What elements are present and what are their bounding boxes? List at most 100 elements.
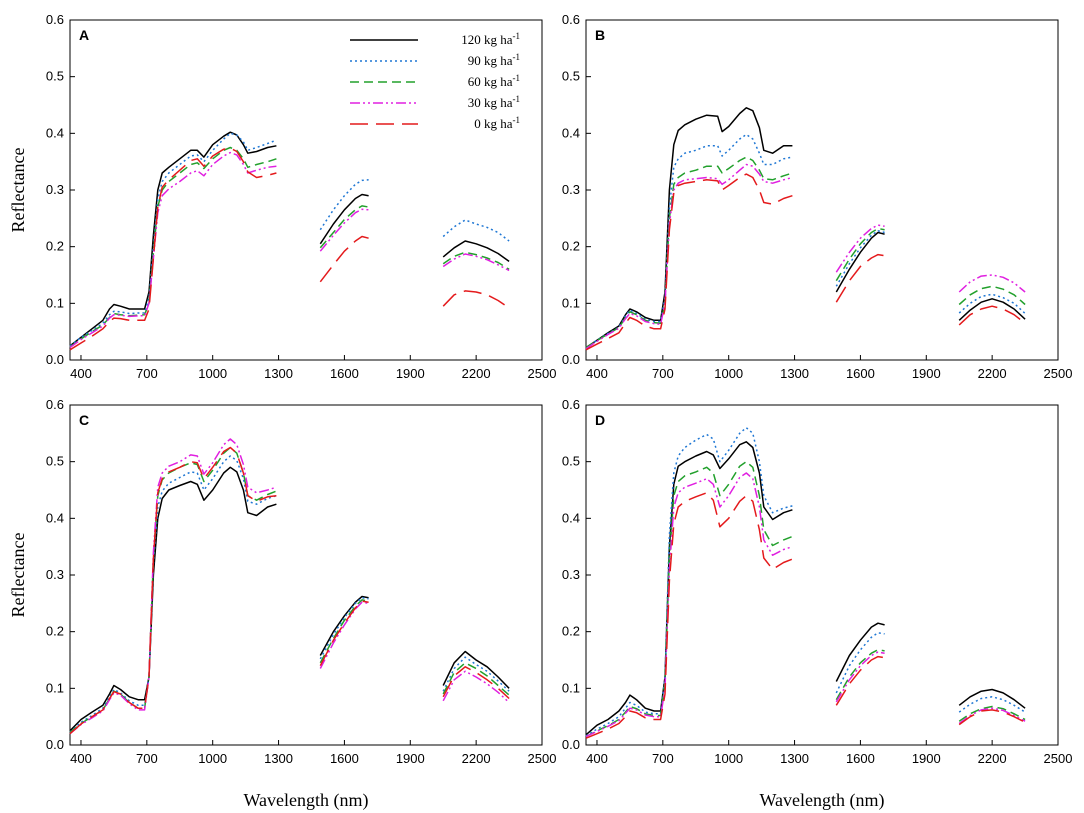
x-tick-label-a: 2500	[528, 366, 557, 381]
x-tick-label-c: 2500	[528, 751, 557, 766]
x-tick-label-a: 1300	[264, 366, 293, 381]
panel-b: 0.0 0.1 0.2 0.3 0.4 0.5 0.6 400 700 1000 1300 1600 1…	[562, 12, 1073, 381]
x-tick-label-d: 1300	[780, 751, 809, 766]
legend-label-3: 30 kg ha-1	[468, 94, 520, 110]
series-line-a-1-seg1	[319, 179, 369, 231]
legend-label-0: 120 kg ha-1	[461, 31, 520, 47]
y-tick-label-c: 0.6	[46, 397, 64, 412]
series-line-d-2-seg1	[835, 649, 885, 701]
x-axis-label-right: Wavelength (nm)	[759, 790, 884, 811]
x-tick-label-c: 400	[70, 751, 92, 766]
series-line-c-2-seg2	[442, 662, 510, 696]
series-line-a-1-seg2	[442, 219, 510, 242]
panel-label-b: B	[595, 27, 605, 43]
x-tick-label-b: 1900	[912, 366, 941, 381]
series-line-a-0-seg2	[442, 240, 510, 263]
panel-a: 0.0 0.1 0.2 0.3 0.4 0.5 0.6 400 700 1000 1300 1600 1…	[46, 12, 557, 381]
x-tick-label-b: 2200	[978, 366, 1007, 381]
series-line-b-4-seg0	[585, 173, 793, 351]
plot-frame-b	[585, 19, 1059, 361]
series-line-d-1-seg1	[835, 632, 885, 694]
series-line-b-1-seg0	[585, 133, 793, 349]
series-line-c-0-seg2	[442, 650, 510, 689]
x-tick-label-b: 400	[586, 366, 608, 381]
y-tick-label-b: 0.6	[562, 12, 580, 27]
y-tick-label-c: 0.3	[46, 567, 64, 582]
x-tick-label-b: 1000	[714, 366, 743, 381]
series-line-c-0-seg1	[319, 595, 369, 656]
series-line-b-3-seg1	[835, 224, 885, 273]
series-line-b-2-seg2	[958, 285, 1026, 306]
legend-label-2: 60 kg ha-1	[468, 73, 520, 89]
x-tick-label-c: 700	[136, 751, 158, 766]
x-tick-label-a: 2200	[462, 366, 491, 381]
series-line-a-4-seg0	[69, 147, 277, 351]
series-line-c-2-seg1	[319, 599, 369, 664]
y-tick-label-c: 0.2	[46, 624, 64, 639]
series-line-c-4-seg0	[69, 446, 277, 735]
series-line-d-0-seg1	[835, 622, 885, 682]
series-line-a-3-seg2	[442, 253, 510, 272]
x-tick-label-a: 400	[70, 366, 92, 381]
x-axis-label-left: Wavelength (nm)	[243, 790, 368, 811]
series-line-c-3-seg0	[69, 438, 277, 735]
series-line-d-4-seg2	[958, 709, 1026, 726]
y-tick-label-b: 0.0	[562, 352, 580, 367]
series-line-b-1-seg1	[835, 230, 885, 287]
panel-label-d: D	[595, 412, 605, 428]
series-line-b-0-seg0	[585, 107, 793, 349]
y-tick-label-b: 0.3	[562, 182, 580, 197]
series-line-a-0-seg0	[69, 131, 277, 347]
series-line-b-4-seg1	[835, 253, 885, 303]
x-tick-label-a: 700	[136, 366, 158, 381]
series-line-d-0-seg0	[585, 441, 793, 736]
x-tick-label-b: 700	[652, 366, 674, 381]
x-tick-label-d: 1600	[846, 751, 875, 766]
series-line-a-4-seg1	[319, 235, 369, 283]
x-tick-label-d: 700	[652, 751, 674, 766]
x-tick-label-d: 1000	[714, 751, 743, 766]
x-tick-label-d: 2200	[978, 751, 1007, 766]
series-line-b-4-seg2	[958, 305, 1026, 326]
y-axis-label-bottom: Reflectance	[8, 533, 28, 618]
y-tick-label-a: 0.1	[46, 295, 64, 310]
legend-label-1: 90 kg ha-1	[468, 52, 520, 68]
y-tick-label-d: 0.5	[562, 454, 580, 469]
series-line-b-3-seg2	[958, 274, 1026, 293]
series-line-d-4-seg0	[585, 492, 793, 739]
y-tick-label-b: 0.2	[562, 239, 580, 254]
series-line-a-3-seg1	[319, 208, 369, 252]
y-tick-label-a: 0.2	[46, 239, 64, 254]
y-tick-label-a: 0.0	[46, 352, 64, 367]
y-tick-label-a: 0.4	[46, 125, 64, 140]
x-tick-label-a: 1600	[330, 366, 359, 381]
series-line-d-2-seg2	[958, 705, 1026, 722]
x-tick-label-c: 1000	[198, 751, 227, 766]
y-tick-label-b: 0.4	[562, 125, 580, 140]
series-line-b-0-seg1	[835, 231, 885, 293]
series-line-d-3-seg0	[585, 472, 793, 738]
plot-frame-c	[69, 404, 543, 746]
y-tick-label-d: 0.0	[562, 737, 580, 752]
y-tick-label-a: 0.6	[46, 12, 64, 27]
legend: 120 kg ha-1 90 kg ha-1 60 kg ha-1 30 kg ha-…	[350, 31, 520, 131]
y-tick-label-d: 0.2	[562, 624, 580, 639]
series-line-b-2-seg0	[585, 156, 793, 349]
y-tick-label-c: 0.4	[46, 510, 64, 525]
x-tick-label-b: 1300	[780, 366, 809, 381]
series-line-a-1-seg0	[69, 132, 277, 347]
y-tick-label-d: 0.6	[562, 397, 580, 412]
y-tick-label-b: 0.5	[562, 69, 580, 84]
series-line-c-1-seg1	[319, 596, 369, 660]
legend-label-4: 0 kg ha-1	[474, 115, 520, 131]
series-line-d-1-seg2	[958, 696, 1026, 713]
x-tick-label-c: 2200	[462, 751, 491, 766]
y-tick-label-c: 0.5	[46, 454, 64, 469]
panel-c: 0.0 0.1 0.2 0.3 0.4 0.5 0.6 400 700 1000 1300 1600 1…	[46, 397, 557, 766]
x-tick-label-b: 2500	[1044, 366, 1073, 381]
x-tick-label-a: 1000	[198, 366, 227, 381]
y-tick-label-c: 0.0	[46, 737, 64, 752]
x-tick-label-d: 1900	[912, 751, 941, 766]
series-line-d-3-seg2	[958, 707, 1026, 725]
